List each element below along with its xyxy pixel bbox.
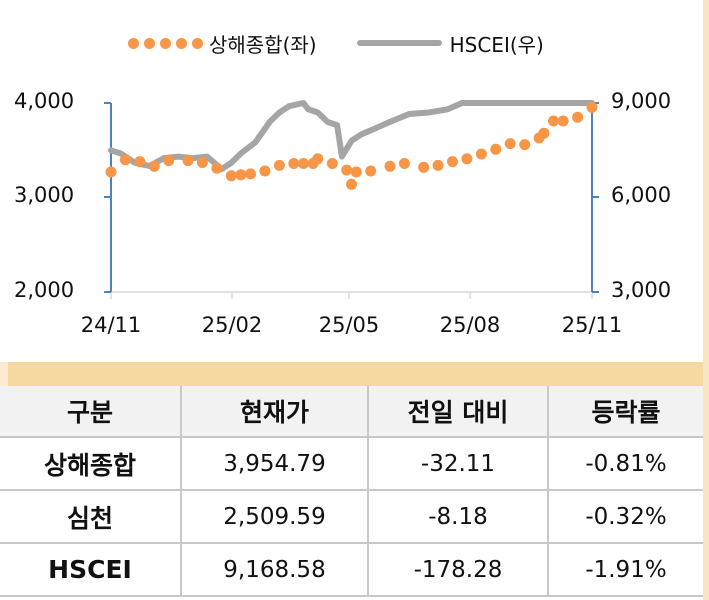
- shanghai-data-point: [432, 159, 444, 171]
- shanghai-data-point: [586, 101, 598, 113]
- shanghai-data-point: [148, 160, 160, 172]
- row-rate: -0.81%: [547, 436, 703, 491]
- row-rate: -1.91%: [547, 542, 703, 597]
- shanghai-data-point: [297, 158, 309, 169]
- shanghai-data-point: [196, 157, 208, 168]
- shanghai-data-point: [350, 166, 362, 178]
- row-price: 3,954.79: [180, 436, 369, 491]
- right-y-axis: [591, 102, 599, 293]
- right-axis-tick-9000: 9,000: [611, 89, 672, 113]
- shanghai-data-point: [245, 168, 256, 180]
- shanghai-legend-marker-icon: [128, 37, 203, 49]
- shanghai-data-point: [504, 138, 516, 150]
- table-header-row: 구분 현재가 전일 대비 등락률: [0, 386, 703, 438]
- left-axis-tick-2000: 2,000: [14, 278, 75, 302]
- right-axis-tick-6000: 6,000: [611, 183, 672, 207]
- left-axis-tick-3000: 3,000: [14, 183, 75, 207]
- row-rate: -0.32%: [547, 489, 703, 544]
- shanghai-data-point: [557, 115, 569, 127]
- table-band-edge: [0, 362, 8, 386]
- shanghai-data-point: [163, 155, 175, 167]
- row-price: 9,168.58: [180, 542, 369, 597]
- shanghai-data-point: [538, 127, 550, 139]
- table-row: 상해종합 3,954.79 -32.11 -0.81%: [0, 436, 703, 491]
- chart-legend: 상해종합(좌) HSCEI(우): [128, 28, 544, 58]
- chart-panel: 상해종합(좌) HSCEI(우) 4,000 3,000 2,000 9,000…: [14, 28, 672, 337]
- table-title-band: [8, 362, 703, 386]
- shanghai-data-point: [365, 165, 377, 177]
- table-row: HSCEI 9,168.58 -178.28 -1.91%: [0, 542, 703, 597]
- shanghai-data-point: [418, 161, 430, 173]
- shanghai-data-point: [211, 162, 223, 174]
- header-change: 전일 대비: [367, 386, 549, 438]
- shanghai-data-point: [182, 155, 194, 167]
- hscei-series-line: [108, 100, 595, 173]
- shanghai-data-point: [346, 178, 357, 190]
- shanghai-data-point: [312, 153, 324, 165]
- x-axis-ticks: [110, 292, 593, 299]
- shanghai-data-point: [341, 164, 353, 176]
- shanghai-data-point: [447, 156, 458, 168]
- shanghai-data-point: [326, 158, 338, 169]
- page-right-border: [703, 0, 709, 600]
- x-axis-tick-2411: 24/11: [80, 313, 142, 337]
- shanghai-data-point: [235, 169, 247, 181]
- header-category: 구분: [0, 386, 182, 438]
- row-change: -8.18: [367, 489, 549, 544]
- left-y-axis: [104, 102, 112, 293]
- right-axis-tick-3000: 3,000: [611, 278, 672, 302]
- plot-area: [104, 100, 599, 299]
- shanghai-data-point: [119, 154, 131, 166]
- shanghai-data-point: [548, 115, 559, 127]
- x-axis-tick-2511: 25/11: [561, 313, 623, 337]
- shanghai-data-point: [461, 153, 473, 165]
- shanghai-data-point: [273, 159, 285, 171]
- header-change-rate: 등락률: [547, 386, 703, 438]
- x-axis-tick-2502: 25/02: [201, 313, 263, 337]
- legend-hscei-label: HSCEI(우): [449, 32, 544, 57]
- shanghai-data-point: [475, 148, 487, 160]
- shanghai-data-point: [105, 166, 117, 178]
- shanghai-data-point: [519, 139, 531, 151]
- shanghai-data-point: [572, 111, 584, 123]
- legend-shanghai-label: 상해종합(좌): [209, 32, 317, 57]
- shanghai-data-point: [490, 143, 502, 155]
- shanghai-series-dots: [105, 101, 598, 190]
- row-change: -32.11: [367, 436, 549, 491]
- shanghai-data-point: [398, 158, 410, 169]
- shanghai-data-point: [259, 165, 271, 177]
- row-name: HSCEI: [0, 542, 182, 597]
- shanghai-data-point: [384, 160, 396, 172]
- table-row: 심천 2,509.59 -8.18 -0.32%: [0, 489, 703, 544]
- hscei-legend-line-icon: [356, 40, 442, 46]
- row-change: -178.28: [367, 542, 549, 597]
- row-price: 2,509.59: [180, 489, 369, 544]
- x-axis-tick-2505: 25/05: [318, 313, 380, 337]
- header-current-price: 현재가: [180, 386, 369, 438]
- row-name: 상해종합: [0, 436, 182, 491]
- shanghai-data-point: [134, 156, 146, 168]
- row-name: 심천: [0, 489, 182, 544]
- left-axis-tick-4000: 4,000: [14, 89, 75, 113]
- index-table: 구분 현재가 전일 대비 등락률 상해종합 3,954.79 -32.11 -0…: [0, 386, 703, 597]
- shanghai-data-point: [288, 158, 300, 169]
- shanghai-data-point: [225, 170, 237, 182]
- x-axis-tick-2508: 25/08: [439, 313, 501, 337]
